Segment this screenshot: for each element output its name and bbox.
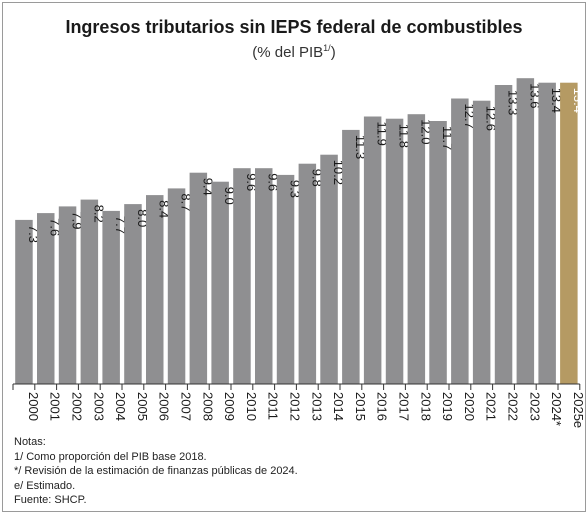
note-1: 1/ Como proporción del PIB base 2018. bbox=[14, 450, 207, 463]
bar-2010 bbox=[233, 168, 251, 384]
subtitle-footnote-mark: 1/ bbox=[323, 43, 331, 53]
category-label-2005: 2005 bbox=[135, 392, 150, 421]
category-label-2011: 2011 bbox=[266, 392, 281, 420]
category-label-2009: 2009 bbox=[222, 392, 237, 421]
bar-2014 bbox=[320, 154, 338, 384]
category-label-2010: 2010 bbox=[244, 392, 259, 421]
category-label-2006: 2006 bbox=[157, 392, 172, 421]
category-label-2021: 2021 bbox=[484, 392, 499, 421]
note-source: Fuente: SHCP. bbox=[14, 494, 87, 506]
chart-title: Ingresos tributarios sin IEPS federal de… bbox=[65, 17, 523, 37]
category-label-2024*: 2024* bbox=[549, 392, 564, 426]
category-label-2000: 2000 bbox=[26, 392, 41, 421]
category-label-2003: 2003 bbox=[91, 392, 106, 421]
bar-2005 bbox=[124, 204, 142, 384]
bar-2025e bbox=[560, 82, 578, 384]
bar-2000 bbox=[15, 219, 33, 384]
bar-2019 bbox=[429, 121, 447, 384]
notes: Notas: 1/ Como proporción del PIB base 2… bbox=[14, 435, 298, 508]
bar-2002 bbox=[58, 206, 77, 384]
category-label-2014: 2014 bbox=[331, 392, 346, 421]
subtitle-close: ) bbox=[330, 44, 336, 61]
bar-2008 bbox=[189, 172, 208, 384]
value-label-2025e: 13.4 bbox=[571, 88, 585, 113]
category-label-2020: 2020 bbox=[462, 392, 477, 421]
bar-2006 bbox=[146, 195, 164, 384]
bar-2021 bbox=[472, 100, 491, 384]
bar-2018 bbox=[407, 114, 426, 384]
bar-2023 bbox=[516, 78, 535, 384]
note-2: */ Revisión de la estimación de finanzas… bbox=[14, 465, 298, 477]
category-label-2017: 2017 bbox=[397, 392, 412, 421]
chart-subtitle: (% del PIB1/) bbox=[3, 43, 585, 61]
bar-2013 bbox=[298, 163, 317, 384]
bar-2011 bbox=[255, 168, 273, 384]
category-label-2007: 2007 bbox=[179, 392, 194, 421]
category-label-2022: 2022 bbox=[506, 392, 521, 421]
category-label-2025e: 2025e bbox=[571, 392, 585, 428]
note-3: e/ Estimado. bbox=[14, 479, 76, 492]
subtitle-text: (% del PIB bbox=[252, 44, 324, 61]
notes-heading: Notas: bbox=[14, 436, 46, 448]
category-label-2016: 2016 bbox=[375, 392, 390, 421]
bar-2022 bbox=[494, 85, 513, 384]
bar-2017 bbox=[385, 118, 404, 384]
category-label-2015: 2015 bbox=[353, 392, 368, 421]
category-label-2001: 2001 bbox=[48, 392, 63, 421]
category-label-2002: 2002 bbox=[70, 392, 85, 421]
category-label-2019: 2019 bbox=[440, 392, 455, 421]
category-label-2004: 2004 bbox=[113, 392, 128, 421]
category-label-2018: 2018 bbox=[418, 392, 433, 421]
bar-2012 bbox=[276, 174, 295, 384]
category-label-2023: 2023 bbox=[527, 392, 542, 421]
bar-2024* bbox=[538, 82, 556, 384]
bar-2001 bbox=[37, 213, 55, 384]
bar-2016 bbox=[363, 116, 382, 384]
category-label-2012: 2012 bbox=[288, 392, 303, 421]
bar-2015 bbox=[342, 129, 360, 384]
bar-2004 bbox=[102, 210, 120, 384]
category-label-2013: 2013 bbox=[309, 392, 324, 421]
bar-chart: 7.320007.620017.920028.220037.720048.020… bbox=[12, 78, 585, 428]
bar-2009 bbox=[211, 181, 229, 384]
bar-2003 bbox=[80, 199, 99, 384]
category-label-2008: 2008 bbox=[200, 392, 215, 421]
bar-2020 bbox=[451, 98, 469, 384]
bar-2007 bbox=[167, 188, 186, 384]
